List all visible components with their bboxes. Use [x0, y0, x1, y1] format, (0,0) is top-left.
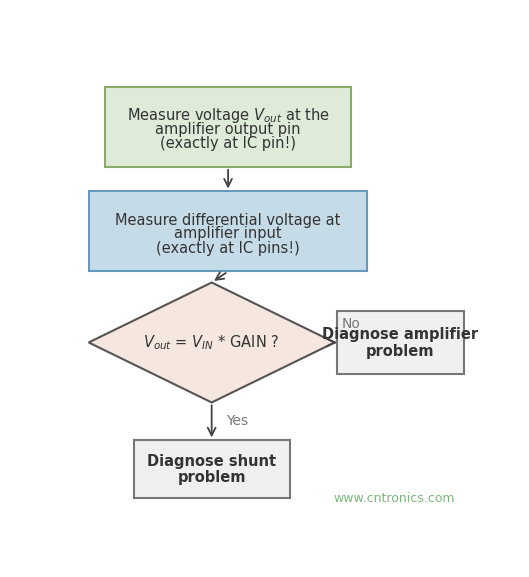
Text: No: No [342, 317, 360, 331]
Text: $V_{out}$ = $V_{IN}$ * GAIN ?: $V_{out}$ = $V_{IN}$ * GAIN ? [143, 333, 280, 352]
Text: problem: problem [366, 344, 434, 359]
Text: Yes: Yes [226, 414, 248, 428]
Text: (exactly at IC pins!): (exactly at IC pins!) [156, 241, 300, 256]
Text: Diagnose shunt: Diagnose shunt [147, 454, 276, 469]
Text: Measure differential voltage at: Measure differential voltage at [115, 213, 341, 228]
Text: amplifier output pin: amplifier output pin [156, 122, 301, 137]
Text: problem: problem [177, 470, 246, 485]
Bar [134, 440, 289, 498]
Bar [105, 87, 351, 167]
Bar [89, 192, 368, 271]
Text: Diagnose amplifier: Diagnose amplifier [322, 327, 478, 342]
Text: Measure voltage $V_{out}$ at the: Measure voltage $V_{out}$ at the [126, 106, 330, 125]
Text: (exactly at IC pin!): (exactly at IC pin!) [160, 136, 296, 151]
Bar [336, 312, 464, 373]
Polygon shape [89, 283, 335, 403]
Text: amplifier input: amplifier input [174, 226, 282, 241]
Text: www.cntronics.com: www.cntronics.com [333, 492, 455, 505]
